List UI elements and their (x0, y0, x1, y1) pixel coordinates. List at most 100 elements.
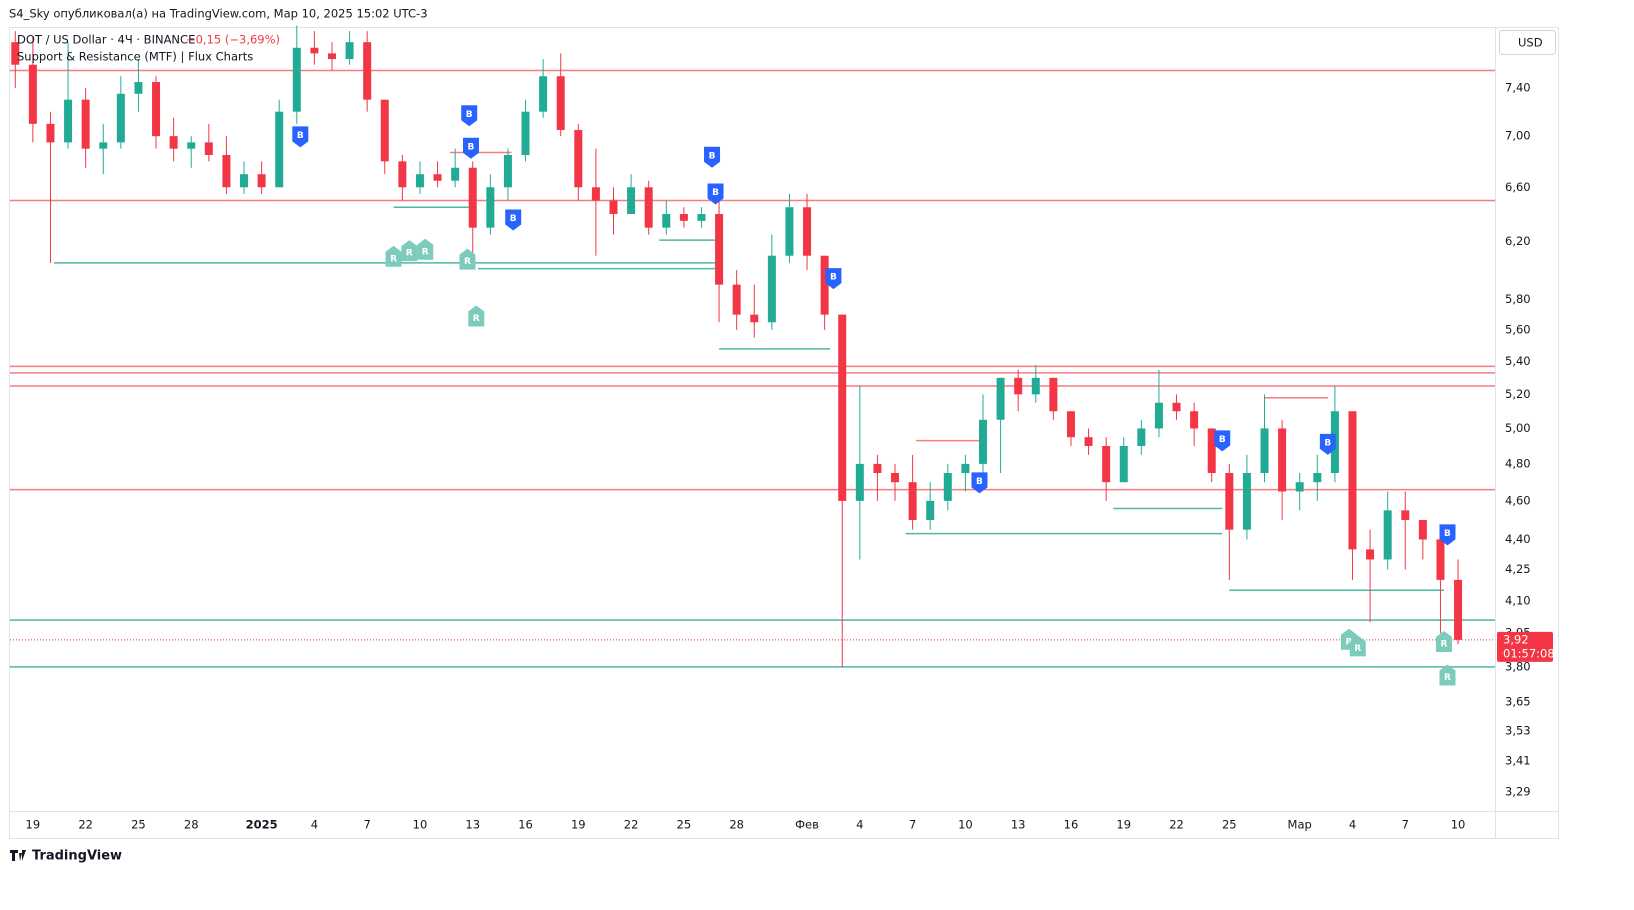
candle-body (627, 187, 636, 215)
y-tick-label: 7,40 (1505, 80, 1531, 94)
marker-shape (707, 183, 724, 205)
candle-body (1418, 519, 1427, 540)
x-tick-label: 22 (1169, 818, 1184, 832)
y-tick-label: 7,00 (1505, 129, 1531, 143)
candle-body (152, 82, 161, 137)
candle-body (327, 53, 336, 60)
countdown: 01:57:08 (1503, 646, 1555, 660)
candle-body (644, 187, 653, 228)
marker-shape (1439, 664, 1456, 686)
candle-body (310, 47, 319, 54)
candle-body (257, 174, 266, 188)
signal-marker: B (1319, 433, 1336, 455)
currency-box[interactable] (1499, 30, 1556, 55)
candle-body (1260, 428, 1269, 473)
chart-frame (9, 27, 1559, 839)
candle-body (750, 314, 759, 323)
logo-icon (10, 850, 26, 861)
marker-shape (704, 146, 721, 168)
candle-body (1172, 402, 1181, 412)
candle-body (169, 136, 178, 149)
x-tick-label: 10 (958, 818, 973, 832)
marker-shape (1439, 524, 1456, 546)
signal-marker: R (1349, 635, 1366, 657)
signal-marker: B (461, 105, 478, 127)
signal-marker: B (462, 137, 479, 159)
marker-shape (1349, 635, 1366, 657)
logo: TradingView (10, 849, 122, 864)
y-tick-label: 3,29 (1505, 785, 1531, 799)
candle-body (1436, 539, 1445, 580)
candle-body (363, 42, 372, 100)
marker-shape (825, 268, 842, 290)
candle-body (1031, 377, 1040, 395)
x-tick-label: 7 (364, 818, 371, 832)
candle-body (679, 214, 688, 221)
signal-marker: R (417, 238, 434, 260)
marker-label: R (1441, 640, 1448, 650)
candle-body (662, 214, 671, 228)
y-tick-label: 5,40 (1505, 354, 1531, 368)
candle-body (891, 472, 900, 483)
candle-body (204, 142, 213, 155)
signal-marker: R (459, 248, 476, 270)
currency: USD (1518, 36, 1543, 50)
candle-body (1366, 549, 1375, 560)
signal-marker: B (505, 209, 522, 231)
x-tick-label: 19 (26, 818, 41, 832)
marker-shape (292, 126, 309, 148)
marker-label: B (830, 273, 837, 283)
x-tick-label: 25 (131, 818, 146, 832)
marker-shape (468, 305, 485, 327)
candle-body (855, 463, 864, 501)
marker-label: B (297, 131, 304, 141)
y-tick-label: 5,80 (1505, 292, 1531, 306)
marker-label: R (422, 247, 429, 257)
y-tick-label: 4,10 (1505, 593, 1531, 607)
marker-shape (401, 240, 418, 262)
candle-body (908, 482, 917, 520)
marker-label: R (1345, 637, 1352, 647)
marker-label: B (976, 477, 983, 487)
candle-body (1119, 445, 1128, 483)
x-tick-label: 16 (1064, 818, 1079, 832)
candle-body (767, 255, 776, 323)
candle-body (943, 472, 952, 501)
candle-body (99, 142, 108, 149)
candle-body (803, 207, 812, 256)
x-tick-label: Фев (795, 818, 819, 832)
marker-shape (459, 248, 476, 270)
candle-body (81, 99, 90, 149)
marker-label: B (466, 110, 473, 120)
x-tick-label: 22 (78, 818, 93, 832)
y-tick-label: 4,25 (1505, 562, 1531, 576)
x-tick-label: 22 (624, 818, 639, 832)
candle-body (1278, 428, 1287, 492)
y-tick-label: 3,41 (1505, 753, 1531, 767)
candle-body (433, 174, 442, 181)
candle-body (1383, 510, 1392, 560)
marker-shape (505, 209, 522, 231)
candle-body (1401, 510, 1410, 520)
marker-label: B (510, 214, 517, 224)
candle-body (697, 214, 706, 221)
marker-label: B (1219, 435, 1226, 445)
candle-body (1014, 377, 1023, 395)
x-tick-label: 28 (184, 818, 199, 832)
signal-marker: B (1214, 430, 1231, 452)
candle-body (732, 284, 741, 315)
signal-marker: R (1439, 664, 1456, 686)
candle-body (1295, 482, 1304, 492)
candle-body (996, 377, 1005, 420)
candle-body (222, 154, 231, 188)
candle-body (1190, 411, 1199, 429)
x-tick-label: 4 (856, 818, 863, 832)
candle-body (503, 154, 512, 188)
candle-body (187, 142, 196, 149)
candle-body (1049, 377, 1058, 412)
candle-body (240, 174, 249, 188)
candle-body (609, 200, 618, 215)
y-tick-label: 3,80 (1505, 659, 1531, 673)
candle-body (539, 76, 548, 112)
